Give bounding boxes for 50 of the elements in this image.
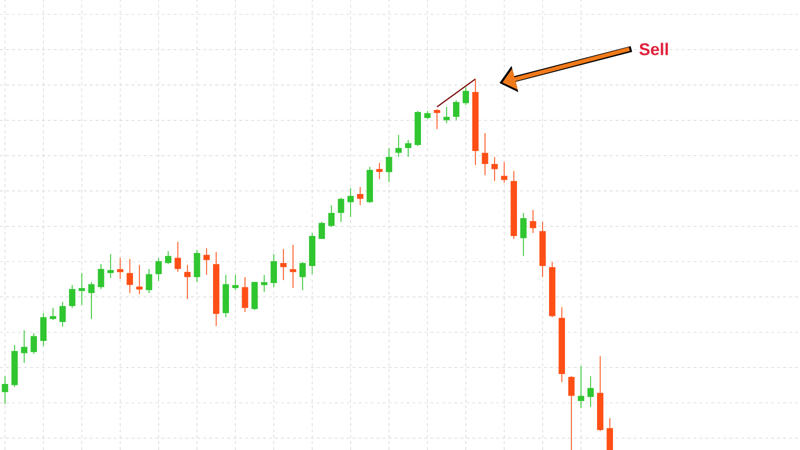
- candlestick: [328, 204, 335, 228]
- candlestick: [587, 376, 594, 408]
- candlestick: [30, 332, 37, 354]
- candlestick: [98, 264, 104, 290]
- candlestick: [578, 366, 584, 409]
- candlestick: [386, 148, 392, 183]
- candlestick: [318, 221, 325, 240]
- candlestick: [520, 212, 527, 256]
- candlestick: [299, 261, 306, 291]
- candlestick: [107, 254, 114, 278]
- candlestick: [501, 162, 508, 184]
- candlestick: [203, 248, 210, 276]
- candlestick: [174, 241, 181, 272]
- candlestick: [376, 162, 383, 180]
- candlestick: [568, 376, 575, 450]
- candlestick: [443, 106, 450, 124]
- text: Sell: [639, 42, 668, 56]
- candlestick: [395, 134, 402, 158]
- candlestick: [491, 156, 498, 182]
- candlestick: [165, 250, 172, 265]
- candlestick: [136, 264, 143, 295]
- candlestick: [242, 276, 248, 312]
- candlestick: [88, 281, 95, 320]
- candlestick: [78, 272, 85, 306]
- candlestick: [2, 376, 8, 404]
- candlestick: [40, 312, 47, 347]
- candlestick: [530, 210, 536, 234]
- candlestick: [482, 132, 488, 176]
- candlestick: [59, 302, 66, 328]
- candlestick: [338, 197, 344, 222]
- candlestick: [69, 284, 76, 308]
- candlestick: [347, 188, 354, 218]
- candlestick: [21, 330, 28, 364]
- candlestick: [434, 108, 440, 130]
- candlestick: [280, 248, 287, 281]
- candlestick: [184, 264, 191, 300]
- candlestick: [232, 274, 239, 291]
- candlestick: [261, 274, 268, 292]
- candlestick: [146, 268, 152, 294]
- candlestick: [50, 307, 56, 321]
- candlestick: [117, 257, 124, 280]
- candlestick: [126, 258, 133, 294]
- candlestick: [357, 186, 364, 206]
- candlestick: [453, 100, 460, 121]
- candlestick: [155, 257, 162, 282]
- candlestick: [290, 244, 296, 288]
- candlestick: [462, 86, 469, 106]
- candlestick: [405, 139, 412, 158]
- candlestick: [606, 418, 613, 450]
- candlestick: [270, 254, 277, 288]
